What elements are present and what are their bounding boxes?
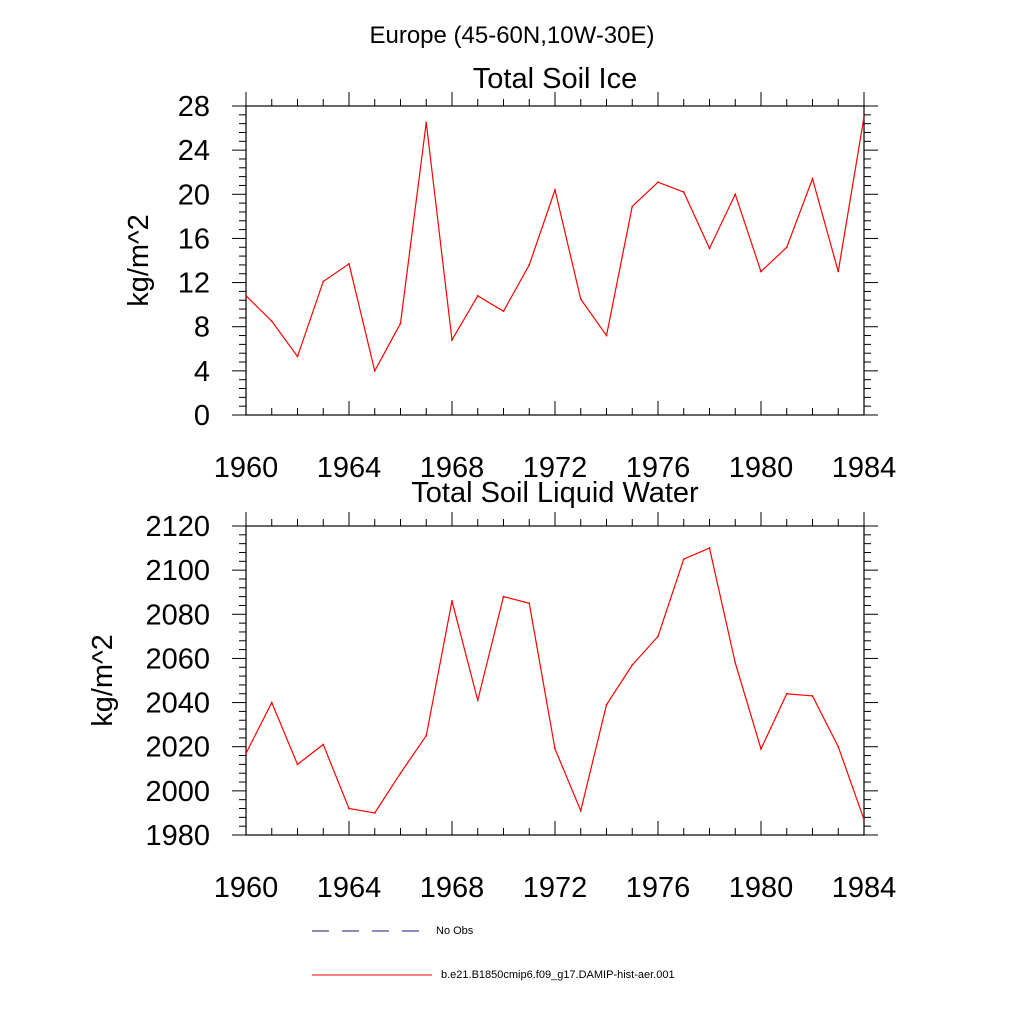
soil-ice-x-tick-label: 1968 xyxy=(420,452,485,484)
soil-ice-data-point xyxy=(631,205,634,208)
soil-liquid-water-y-axis-label: kg/m^2 xyxy=(87,634,119,727)
soil-ice-y-tick-label: 0 xyxy=(194,400,210,432)
soil-ice-data-point xyxy=(837,270,840,273)
soil-liquid-water-y-tick-label: 1980 xyxy=(145,820,210,852)
soil-ice-data-point xyxy=(425,121,428,124)
soil-liquid-water-data-point xyxy=(760,748,762,750)
soil-ice-y-tick-label: 4 xyxy=(194,356,210,388)
soil-liquid-water-y-tick-label: 2080 xyxy=(145,599,210,631)
soil-ice-data-point xyxy=(451,339,453,341)
soil-ice-plot-frame xyxy=(245,105,865,416)
soil-ice-x-tick-label: 1972 xyxy=(523,452,588,484)
soil-liquid-water-panel: Total Soil Liquid Water 1960 1964 1968 1972 1… xyxy=(87,477,896,904)
soil-ice-y-tick-label: 12 xyxy=(178,268,210,300)
soil-ice-y-tick-label: 28 xyxy=(178,91,210,123)
soil-liquid-water-x-tick-label: 1964 xyxy=(317,872,382,904)
soil-ice-data-point xyxy=(605,334,608,337)
soil-liquid-water-data-point xyxy=(399,772,402,775)
soil-ice-data-point xyxy=(811,177,814,180)
soil-liquid-water-y-tick-label: 2120 xyxy=(145,511,210,543)
soil-liquid-water-data-point xyxy=(451,600,453,602)
soil-ice-y-tick-label: 8 xyxy=(194,312,210,344)
soil-ice-data-point xyxy=(863,116,865,118)
soil-liquid-water-series-line xyxy=(245,547,865,820)
soil-liquid-water-x-tick-label: 1984 xyxy=(832,872,897,904)
soil-ice-x-tick-label: 1976 xyxy=(626,452,691,484)
soil-liquid-water-x-tick-label: 1960 xyxy=(214,872,279,904)
soil-ice-data-point xyxy=(348,262,350,265)
soil-ice-data-point xyxy=(502,310,505,313)
soil-liquid-water-data-point xyxy=(502,595,505,598)
soil-ice-data-point xyxy=(322,280,325,283)
soil-ice-data-point xyxy=(734,193,737,196)
soil-liquid-water-y-tick-label: 2060 xyxy=(145,643,210,675)
soil-liquid-water-data-point xyxy=(734,661,737,664)
soil-liquid-water-data-point xyxy=(837,745,840,748)
soil-ice-y-tick-label: 16 xyxy=(178,223,210,255)
soil-ice-series-line xyxy=(245,116,865,373)
legend-no-obs-label: No Obs xyxy=(436,925,474,937)
soil-ice-data-point xyxy=(554,188,556,191)
soil-ice-title: Total Soil Ice xyxy=(473,63,637,95)
soil-liquid-water-y-tick-label: 2040 xyxy=(145,688,210,720)
soil-liquid-water-data-point xyxy=(811,695,814,697)
figure-title: Europe (45-60N,10W-30E) xyxy=(369,22,654,49)
soil-liquid-water-y-tick-label: 2100 xyxy=(145,555,210,587)
soil-liquid-water-plot-frame xyxy=(245,525,865,836)
soil-ice-x-tick-label: 1964 xyxy=(317,452,382,484)
soil-liquid-water-data-point xyxy=(863,818,865,821)
legend: No Obs b.e21.B1850cmip6.f09_g17.DAMIP-his… xyxy=(312,925,675,981)
soil-liquid-water-y-tick-label: 2020 xyxy=(145,732,210,764)
soil-ice-data-point xyxy=(399,322,402,325)
soil-liquid-water-data-point xyxy=(579,809,582,812)
soil-liquid-water-data-point xyxy=(554,748,556,750)
soil-ice-y-tick-label: 24 xyxy=(178,135,210,167)
soil-ice-data-point xyxy=(657,181,659,184)
soil-liquid-water-data-point xyxy=(296,763,299,766)
soil-liquid-water-data-point xyxy=(528,602,531,605)
soil-liquid-water-data-point xyxy=(605,703,608,706)
soil-ice-x-tick-label: 1984 xyxy=(832,452,897,484)
soil-ice-y-tick-label: 20 xyxy=(178,179,210,211)
soil-ice-y-axis-label: kg/m^2 xyxy=(123,214,155,307)
soil-liquid-water-data-point xyxy=(657,635,659,638)
soil-ice-data-point xyxy=(373,369,376,372)
soil-liquid-water-data-point xyxy=(631,664,634,666)
soil-liquid-water-x-tick-label: 1976 xyxy=(626,872,691,904)
soil-ice-data-point xyxy=(245,294,247,297)
soil-liquid-water-data-point xyxy=(425,734,428,737)
soil-ice-data-point xyxy=(528,264,531,266)
soil-liquid-water-x-tick-label: 1972 xyxy=(523,872,588,904)
soil-liquid-water-data-point xyxy=(682,558,685,561)
soil-liquid-water-y-tick-label: 2000 xyxy=(145,776,210,808)
soil-ice-data-point xyxy=(785,246,788,249)
soil-ice-data-point xyxy=(296,355,299,358)
soil-liquid-water-data-point xyxy=(322,743,325,746)
soil-liquid-water-data-point xyxy=(245,752,247,755)
soil-ice-data-point xyxy=(760,270,762,273)
soil-liquid-water-data-point xyxy=(373,812,376,814)
soil-liquid-water-data-point xyxy=(476,699,479,702)
soil-liquid-water-data-point xyxy=(785,692,788,695)
soil-liquid-water-x-tick-label: 1980 xyxy=(729,872,794,904)
soil-ice-data-point xyxy=(708,247,711,250)
soil-liquid-water-title: Total Soil Liquid Water xyxy=(411,477,699,509)
soil-liquid-water-x-tick-label: 1968 xyxy=(420,872,485,904)
soil-ice-data-point xyxy=(682,191,685,193)
soil-ice-data-point xyxy=(579,298,582,301)
soil-ice-panel: Total Soil Ice 1960 1964 1968 1972 1976 1980 19… xyxy=(123,63,896,484)
soil-liquid-water-data-point xyxy=(270,701,273,704)
legend-model-label: b.e21.B1850cmip6.f09_g17.DAMIP-hist-aer.… xyxy=(441,969,675,981)
soil-ice-data-point xyxy=(476,294,479,297)
soil-liquid-water-data-point xyxy=(348,807,350,810)
soil-liquid-water-data-point xyxy=(708,547,711,549)
soil-ice-data-point xyxy=(270,320,273,323)
soil-ice-x-tick-label: 1960 xyxy=(214,452,279,484)
soil-ice-x-tick-label: 1980 xyxy=(729,452,794,484)
